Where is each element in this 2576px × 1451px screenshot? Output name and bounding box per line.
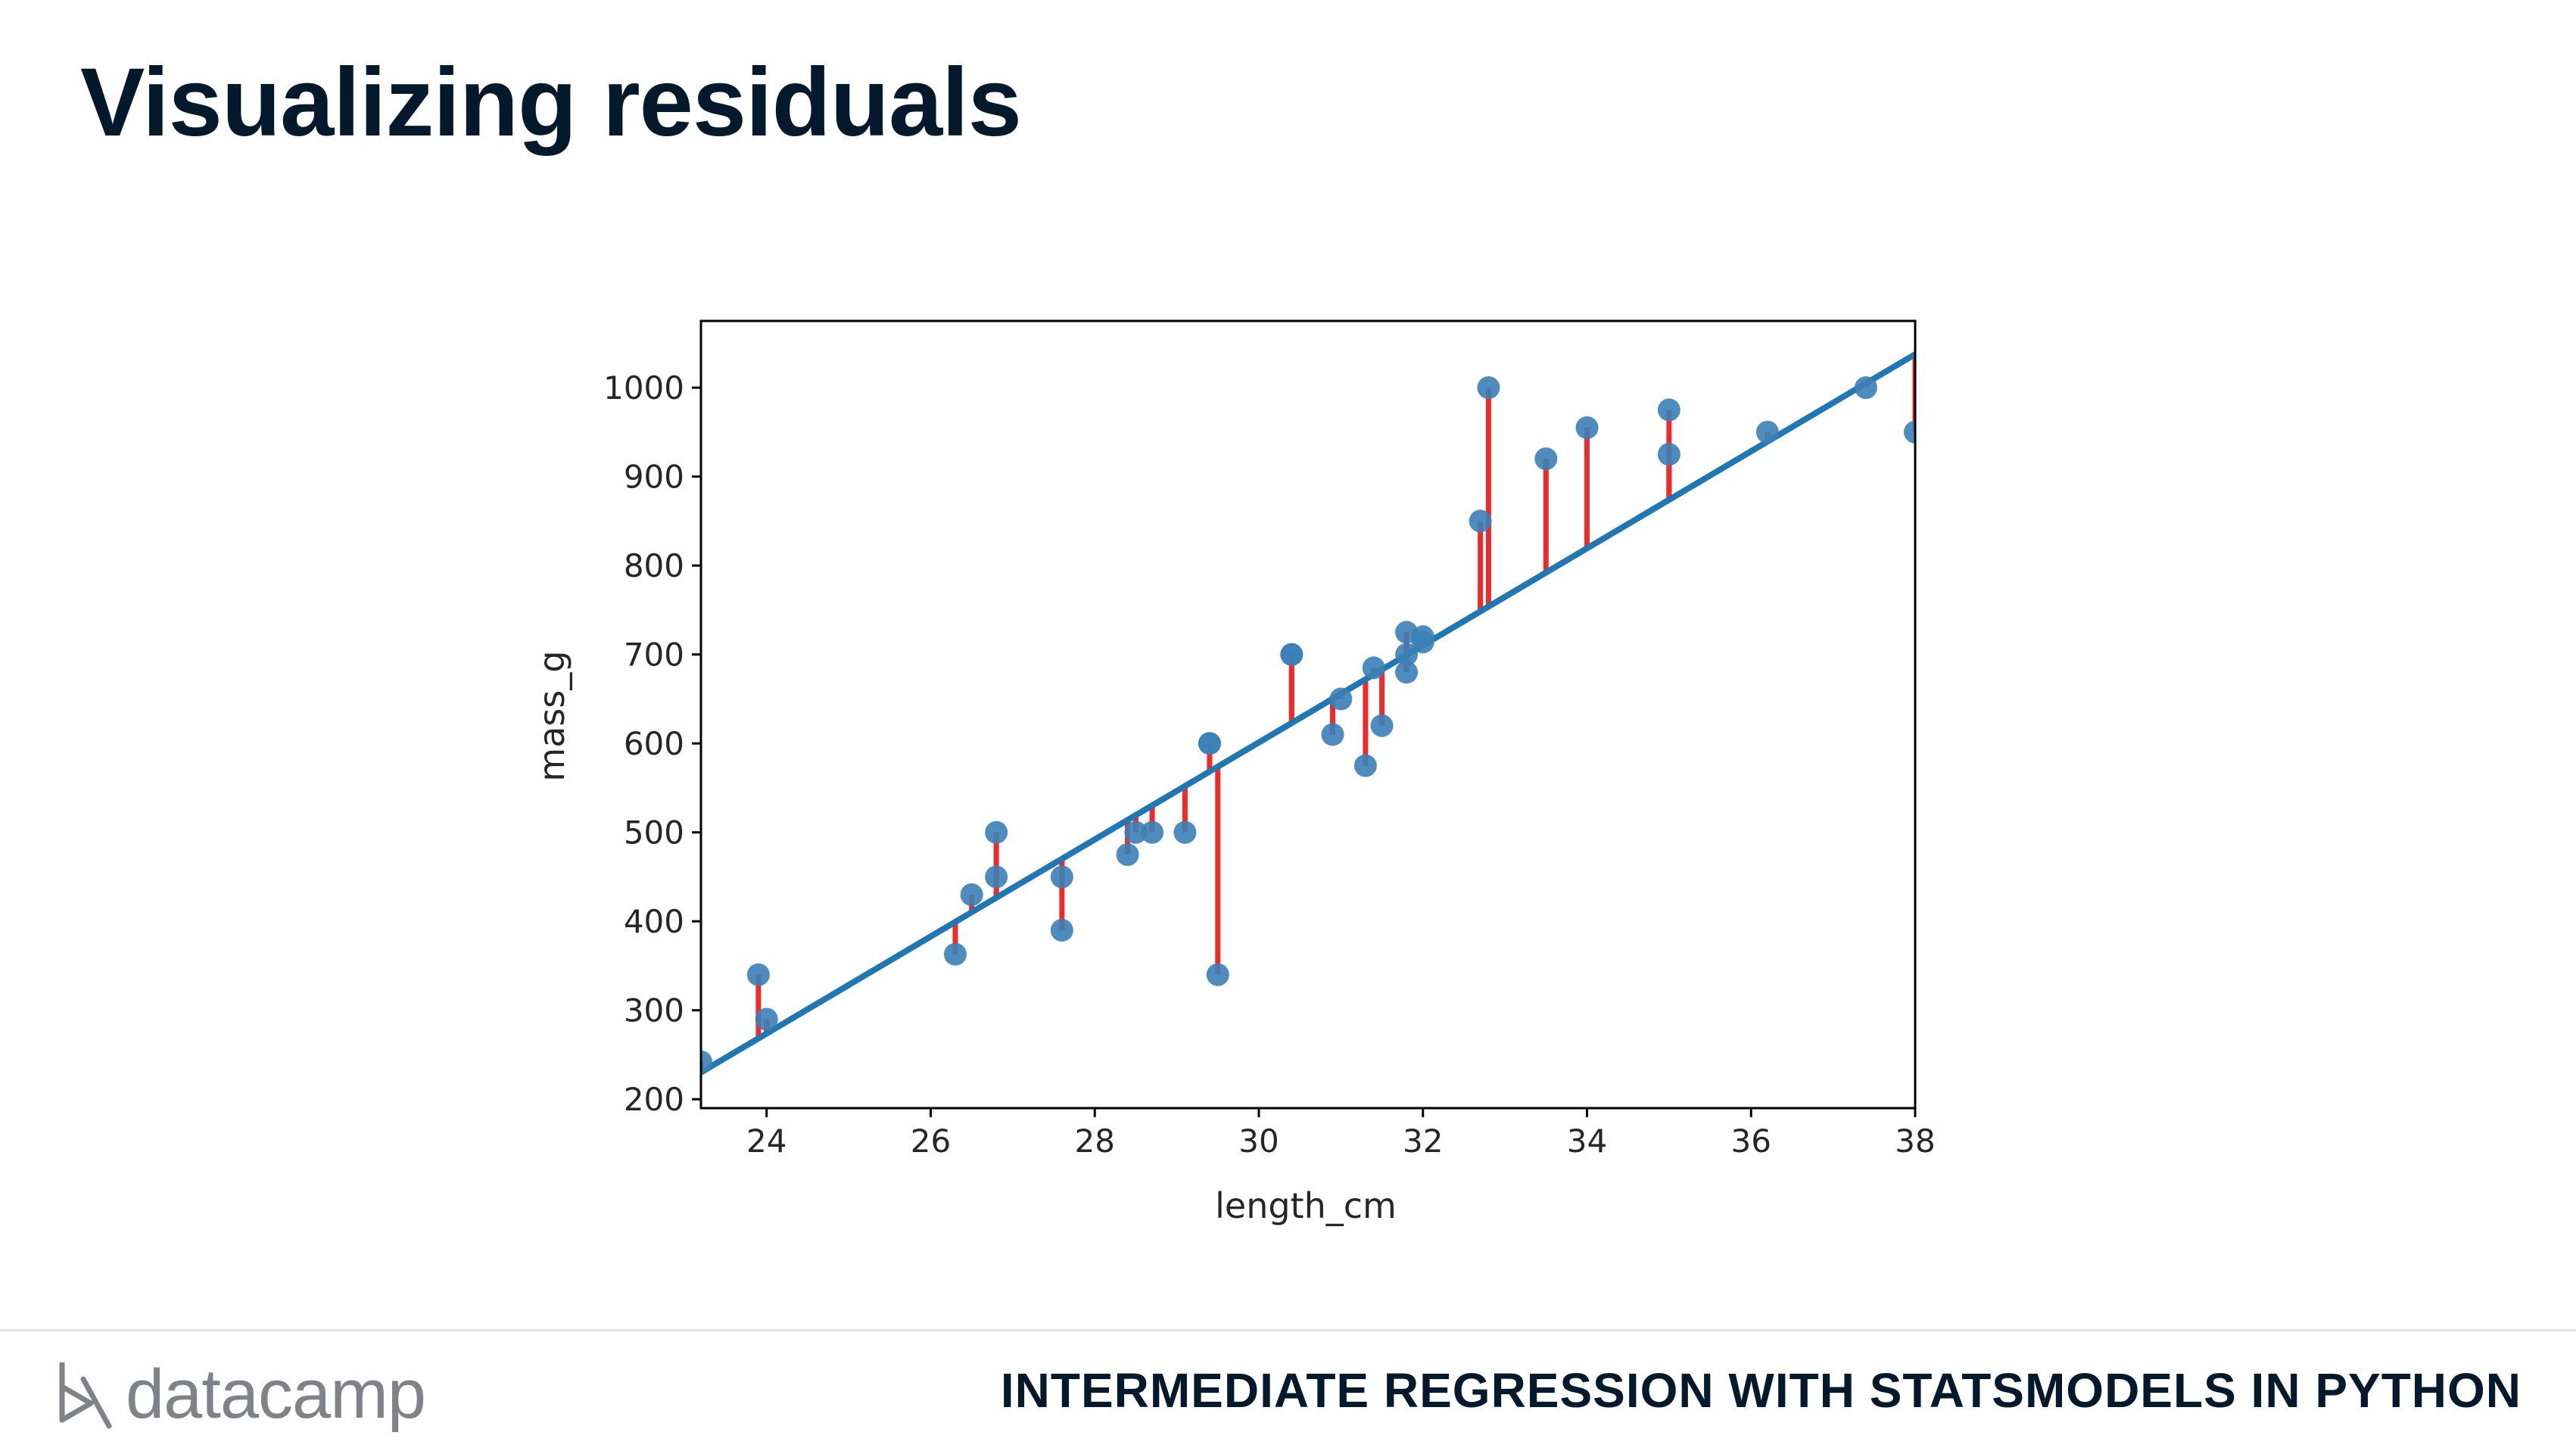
y-tick-label: 200 [624,1081,684,1118]
x-tick-label: 32 [1403,1123,1443,1160]
data-point [1395,643,1419,666]
data-point [1904,420,1915,444]
data-point [1329,687,1353,711]
data-point [1050,865,1073,889]
y-tick-label: 900 [624,459,684,496]
x-tick-label: 24 [746,1123,787,1160]
y-axis-label: mass_g [531,650,572,781]
data-point [1362,656,1385,680]
datacamp-logo: datacamp [53,1349,426,1440]
data-point [1755,420,1779,444]
x-tick-label: 36 [1731,1123,1771,1160]
data-point [1657,398,1680,422]
data-point [1280,643,1304,666]
slide-title: Visualizing residuals [80,48,1022,157]
y-tick-label: 800 [624,547,684,584]
footer-divider [0,1329,2576,1331]
x-tick-label: 26 [911,1123,951,1160]
y-tick-label: 1000 [603,369,684,406]
plot-frame [699,319,1917,1110]
data-point [1206,963,1229,986]
data-point [1854,376,1877,400]
data-point [1116,843,1139,867]
data-point [1198,732,1221,755]
data-point [1657,443,1680,466]
data-point [746,963,770,986]
x-tick-label: 30 [1238,1123,1279,1160]
data-point [985,820,1008,844]
data-point [1411,631,1434,654]
data-point [1534,447,1558,471]
data-point [1395,661,1419,684]
data-point [755,1007,778,1031]
data-point [985,865,1008,889]
x-axis-label: length_cm [1215,1185,1397,1226]
regression-line [701,351,1915,1076]
data-point [1469,509,1492,533]
data-point [1370,714,1394,737]
y-tick-label: 500 [624,814,684,852]
datacamp-mark-icon [59,1362,112,1429]
data-point [960,883,983,906]
x-tick-label: 34 [1567,1123,1607,1160]
data-point [1050,918,1073,942]
data-point [1141,820,1164,844]
brand-name: datacamp [126,1355,426,1433]
data-point [1321,723,1344,746]
y-tick-label: 400 [624,903,684,940]
x-tick-label: 28 [1074,1123,1114,1160]
y-tick-label: 700 [624,637,684,674]
y-tick-label: 600 [624,725,684,762]
course-title: INTERMEDIATE REGRESSION WITH STATSMODELS… [1000,1363,2521,1418]
y-tick-label: 300 [624,992,684,1029]
data-point [1124,820,1148,844]
x-tick-label: 38 [1895,1123,1935,1160]
data-point [1173,820,1197,844]
data-point [701,1050,712,1073]
data-point [1477,376,1500,400]
data-point [943,942,967,966]
data-point [1353,754,1377,777]
data-point [1575,416,1599,440]
